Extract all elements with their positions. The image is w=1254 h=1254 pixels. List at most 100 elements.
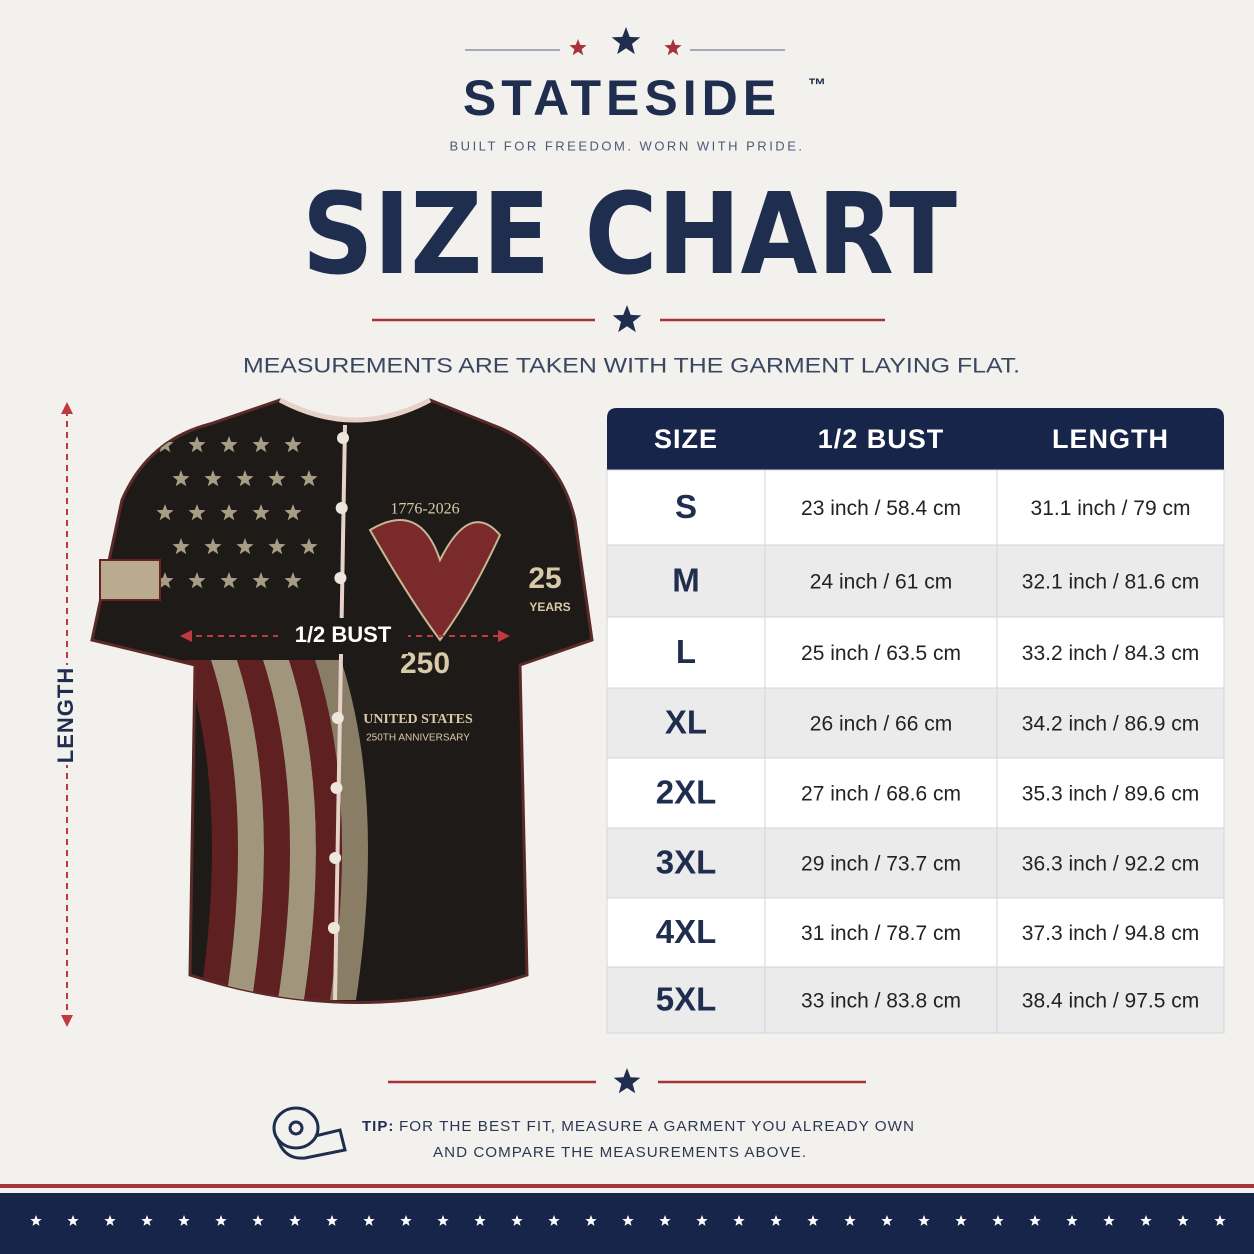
length-label-bg	[50, 665, 84, 765]
size-label: L	[676, 633, 696, 670]
table-row-bg	[606, 897, 1225, 968]
star-icon	[156, 504, 174, 521]
star-icon	[363, 1215, 375, 1226]
star-icon	[204, 538, 222, 555]
star-icon	[1066, 1215, 1078, 1226]
star-icon	[664, 39, 682, 56]
measurement-value: 27 inch / 68.6 cm	[801, 783, 961, 806]
measurement-value: 24 inch / 61 cm	[810, 571, 952, 594]
jersey-text: UNITED STATES	[363, 712, 473, 727]
tape-strip	[276, 1128, 347, 1160]
jersey-text: 250TH ANNIVERSARY	[366, 733, 470, 744]
star-icon	[733, 1215, 745, 1226]
size-label: S	[675, 488, 697, 525]
flag-stripe	[237, 660, 290, 1000]
star-icon	[918, 1215, 930, 1226]
flag-stripe	[185, 660, 238, 1000]
measurement-value: 34.2 inch / 86.9 cm	[1022, 713, 1199, 736]
star-icon	[844, 1215, 856, 1226]
star-icon	[172, 538, 190, 555]
star-icon	[252, 436, 270, 453]
size-label: 2XL	[656, 774, 717, 811]
jersey-button	[334, 572, 347, 584]
measurement-value: 29 inch / 73.7 cm	[801, 853, 961, 876]
jersey-button	[331, 712, 344, 724]
table-row-bg	[606, 827, 1225, 899]
size-label: M	[672, 562, 700, 599]
bust-label: 1/2 BUST	[295, 622, 392, 647]
star-icon	[511, 1215, 523, 1226]
measurement-value: 33 inch / 83.8 cm	[801, 990, 961, 1013]
star-icon	[881, 1215, 893, 1226]
star-icon	[30, 1215, 42, 1226]
sleeve-flag	[99, 559, 161, 601]
flag-stripe	[315, 660, 368, 1000]
tip-label: TIP:	[362, 1118, 394, 1135]
measurement-value: 37.3 inch / 94.8 cm	[1022, 922, 1199, 945]
star-icon	[188, 436, 206, 453]
jersey-dates: 1776-2026	[390, 501, 459, 518]
arrow-head	[498, 630, 510, 642]
jersey-button	[329, 852, 342, 864]
table-row-bg	[606, 687, 1225, 759]
star-icon	[284, 572, 302, 589]
star-icon	[326, 1215, 338, 1226]
star-icon	[300, 470, 318, 487]
star-icon	[1177, 1215, 1189, 1226]
flag-stripe	[289, 660, 342, 1000]
table-row-bg	[606, 757, 1225, 829]
star-icon	[104, 1215, 116, 1226]
star-icon	[1103, 1215, 1115, 1226]
measurement-value: 25 inch / 63.5 cm	[801, 642, 961, 665]
jersey-pattern	[156, 436, 368, 1000]
star-icon	[611, 27, 641, 55]
column-header: LENGTH	[1052, 424, 1169, 454]
measurement-value: 38.4 inch / 97.5 cm	[1022, 990, 1199, 1013]
star-icon	[585, 1215, 597, 1226]
star-icon	[268, 538, 286, 555]
star-icon	[284, 504, 302, 521]
length-label: LENGTH	[53, 667, 78, 763]
jersey-button	[327, 922, 340, 934]
star-icon	[268, 470, 286, 487]
star-icon	[188, 504, 206, 521]
sleeve-number: 25	[528, 562, 561, 595]
star-icon	[236, 470, 254, 487]
star-icon	[770, 1215, 782, 1226]
table-row-bg	[606, 966, 1225, 1034]
star-icon	[67, 1215, 79, 1226]
jersey-button	[335, 502, 348, 514]
jersey-button	[337, 432, 349, 444]
star-icon	[474, 1215, 486, 1226]
star-icon	[220, 572, 238, 589]
size-label: 5XL	[656, 981, 717, 1018]
flag-stripe	[211, 660, 264, 1000]
tape-measure-icon	[272, 1106, 347, 1160]
star-icon	[252, 1215, 264, 1226]
star-icon	[172, 470, 190, 487]
size-label: 3XL	[656, 844, 717, 881]
star-icon	[955, 1215, 967, 1226]
sleeve-text: YEARS	[529, 600, 570, 614]
page-title: SIZE CHART	[302, 170, 957, 300]
size-label: 4XL	[656, 913, 717, 950]
bust-label-bg	[278, 618, 408, 654]
measurement-value: 26 inch / 66 cm	[810, 713, 952, 736]
table-row-bg	[606, 616, 1225, 689]
tip-text: FOR THE BEST FIT, MEASURE A GARMENT YOU …	[399, 1118, 915, 1135]
star-icon	[188, 572, 206, 589]
star-icon	[400, 1215, 412, 1226]
star-icon	[613, 1068, 641, 1094]
star-icon	[300, 538, 318, 555]
star-icon	[659, 1215, 671, 1226]
star-icon	[696, 1215, 708, 1226]
size-label: XL	[665, 704, 707, 741]
measurement-value: 33.2 inch / 84.3 cm	[1022, 642, 1199, 665]
column-header: 1/2 BUST	[818, 424, 945, 454]
table-header-bg	[607, 408, 1224, 470]
tagline: BUILT FOR FREEDOM. WORN WITH PRIDE.	[450, 138, 805, 153]
star-icon	[220, 436, 238, 453]
